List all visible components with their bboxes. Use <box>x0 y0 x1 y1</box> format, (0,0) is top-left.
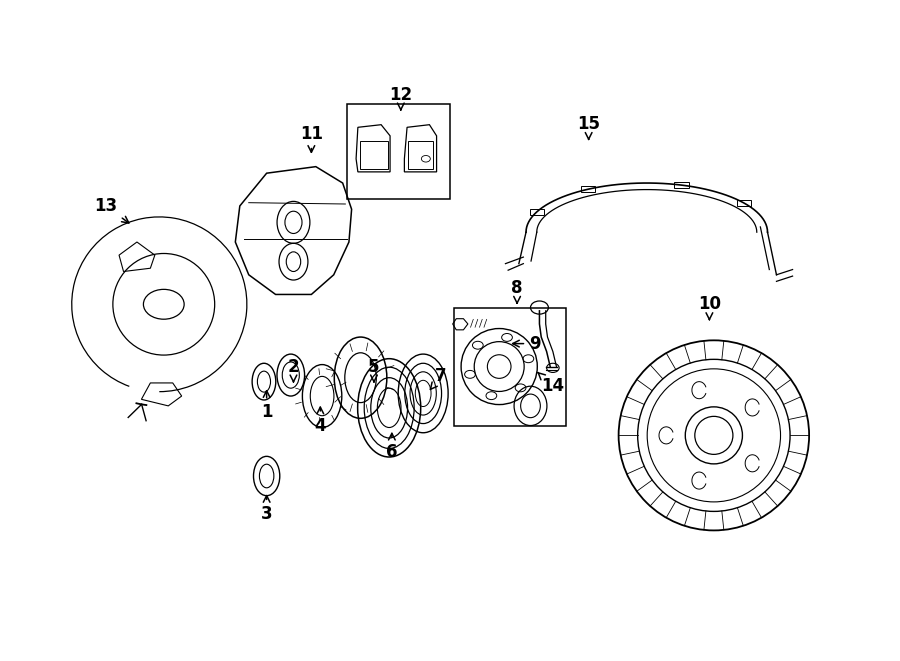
Text: 12: 12 <box>389 85 412 110</box>
Text: 11: 11 <box>300 125 323 152</box>
Text: 1: 1 <box>261 391 273 422</box>
Text: 9: 9 <box>513 334 541 352</box>
Text: 8: 8 <box>511 279 523 303</box>
Bar <box>360 141 388 169</box>
Bar <box>674 182 688 188</box>
Bar <box>530 209 544 215</box>
Text: 4: 4 <box>314 407 326 434</box>
Text: 3: 3 <box>261 496 273 523</box>
Ellipse shape <box>695 416 733 454</box>
Bar <box>347 104 450 200</box>
Text: 6: 6 <box>386 434 398 461</box>
Text: 10: 10 <box>698 295 721 320</box>
Text: 7: 7 <box>430 368 447 389</box>
Text: 13: 13 <box>94 197 129 223</box>
Bar <box>581 186 596 192</box>
Text: 2: 2 <box>288 358 300 382</box>
Bar <box>408 141 433 169</box>
Text: 5: 5 <box>368 358 380 382</box>
Text: 14: 14 <box>538 372 564 395</box>
Text: 15: 15 <box>577 115 600 139</box>
Bar <box>454 307 566 426</box>
Bar <box>736 200 751 206</box>
